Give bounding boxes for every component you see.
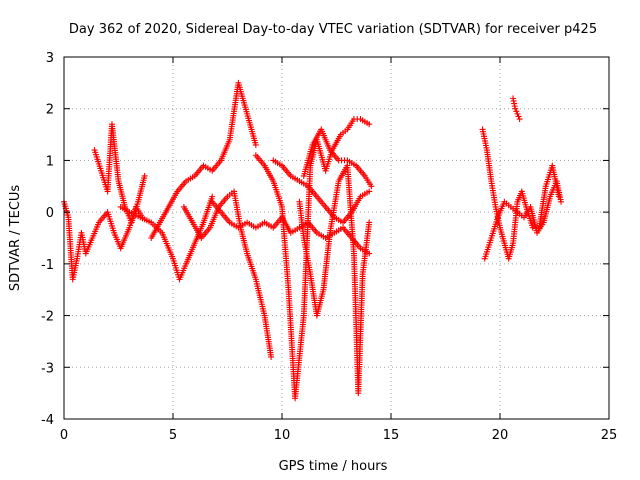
series-track-e (180, 188, 275, 360)
data-point (366, 121, 373, 128)
series-track-g (252, 116, 373, 402)
data-point (516, 116, 523, 123)
x-tick-label: 5 (169, 428, 177, 443)
y-tick-label: 1 (46, 154, 54, 169)
data-point (252, 141, 259, 148)
x-tick-label: 0 (60, 428, 68, 443)
y-axis-label: SDTVAR / TECUs (8, 185, 23, 292)
x-tick-label: 10 (274, 428, 291, 443)
data-point (366, 219, 373, 226)
data-point (209, 193, 216, 200)
axis-ticks: 0 5 10 15 20 25 -4 -3 -2 -1 0 1 2 3 (41, 51, 617, 443)
series-track-l (481, 178, 565, 262)
y-tick-label: -2 (41, 310, 54, 325)
y-tick-label: -3 (41, 361, 54, 376)
series-track-b (91, 121, 148, 226)
interpolated-point (513, 108, 520, 115)
y-tick-label: -4 (41, 413, 54, 428)
data-point (514, 110, 521, 117)
data-point (368, 183, 375, 190)
x-tick-label: 15 (383, 428, 400, 443)
data-points (61, 79, 565, 402)
x-tick-label: 25 (601, 428, 618, 443)
y-tick-label: 2 (46, 103, 54, 118)
y-tick-label: -1 (41, 258, 54, 273)
data-point (141, 172, 148, 179)
series-track-i (296, 162, 373, 397)
data-point (512, 105, 519, 112)
plot-frame (63, 56, 610, 420)
x-axis-label: GPS time / hours (279, 459, 388, 474)
y-tick-label: 0 (46, 206, 54, 221)
series-track-m (510, 95, 523, 123)
interpolated-point (515, 113, 522, 120)
chart-title: Day 362 of 2020, Sidereal Day-to-day VTE… (69, 22, 597, 37)
data-point (558, 198, 565, 205)
data-point (268, 353, 275, 360)
series-track-d (148, 79, 259, 241)
y-tick-label: 3 (46, 51, 54, 66)
data-point (366, 188, 373, 195)
x-tick-label: 20 (492, 428, 509, 443)
series-track-j (300, 126, 375, 190)
